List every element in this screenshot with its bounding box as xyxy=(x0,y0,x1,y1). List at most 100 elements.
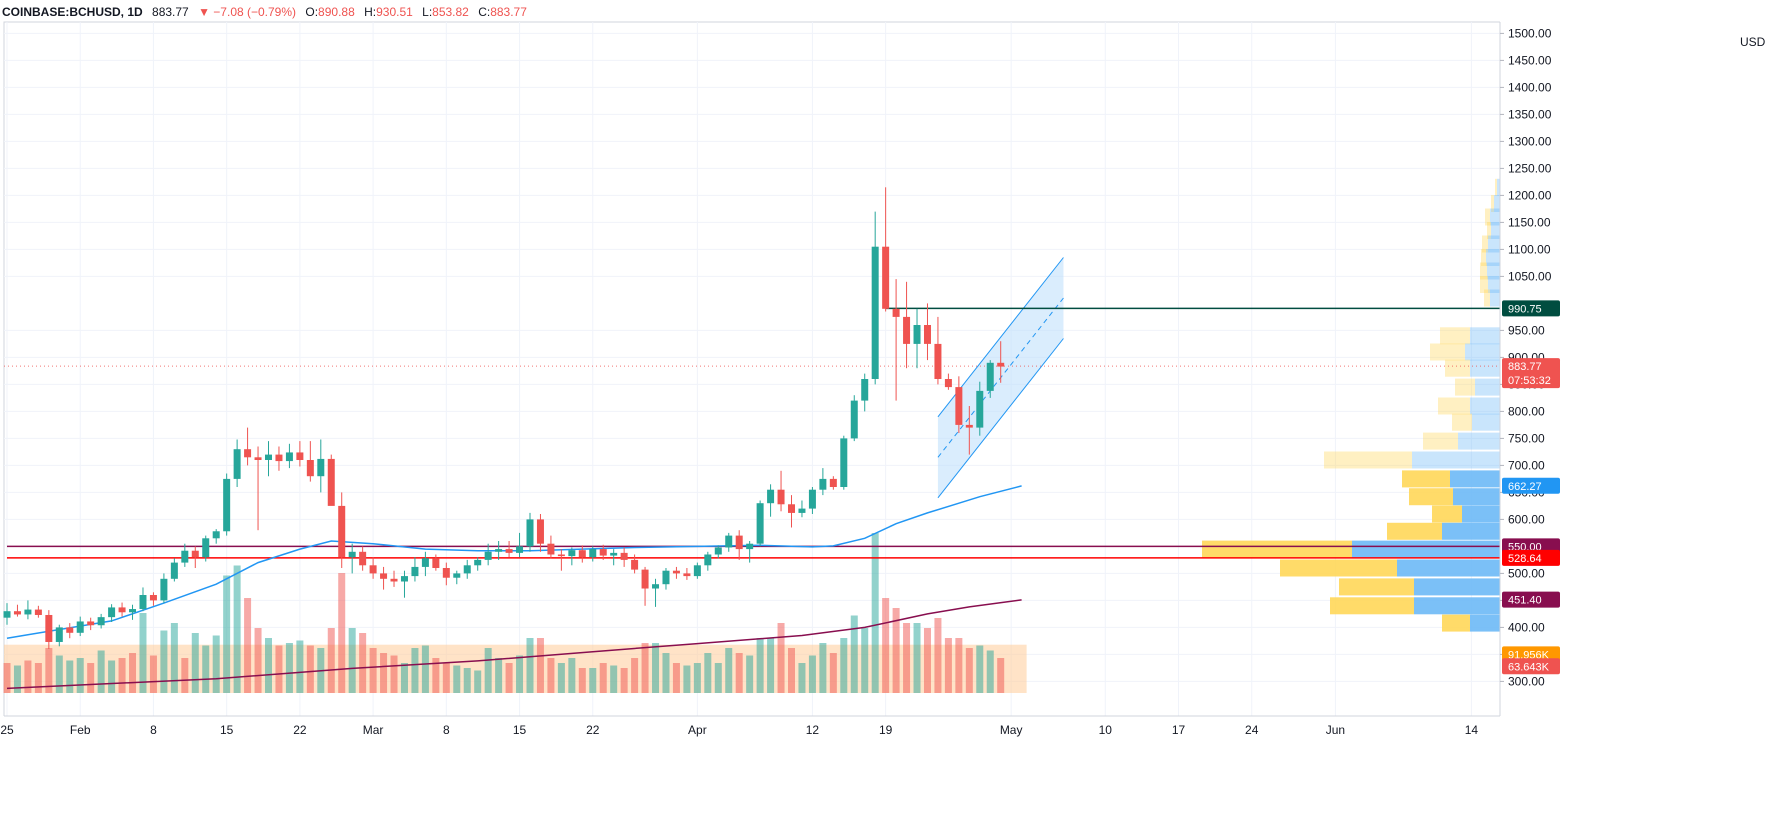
volume-profile-down-bar xyxy=(1495,178,1497,196)
volume-bar xyxy=(202,645,210,693)
price-tick-label: 1450.00 xyxy=(1508,53,1552,67)
candle-up xyxy=(24,609,32,615)
candle-down xyxy=(923,325,931,344)
time-tick-label: 14 xyxy=(1465,723,1479,737)
candle-down xyxy=(306,460,314,477)
candle-down xyxy=(955,387,963,425)
high-value: 930.51 xyxy=(376,5,413,19)
volume-profile-down-bar xyxy=(1330,597,1414,615)
ma-fast-tag-text: 662.27 xyxy=(1508,481,1542,493)
time-tick-label: 25 xyxy=(0,723,14,737)
volume-profile-up-bar xyxy=(1488,276,1500,293)
volume-bar xyxy=(662,653,670,693)
volume-bar xyxy=(599,663,607,693)
volume-bar xyxy=(788,648,795,693)
time-tick-label: 19 xyxy=(879,723,893,737)
volume-bar xyxy=(265,638,272,693)
volume-profile-down-bar xyxy=(1430,343,1465,361)
close-value: 883.77 xyxy=(490,5,527,19)
candle-up xyxy=(798,508,806,513)
price-tick-label: 1100.00 xyxy=(1508,242,1551,256)
volume-profile-up-bar xyxy=(1470,327,1500,345)
price-tick-label: 950.00 xyxy=(1508,323,1545,337)
volume-bar xyxy=(442,663,450,693)
candle-up xyxy=(484,551,492,560)
volume-bar xyxy=(903,623,911,693)
candle-down xyxy=(547,543,555,555)
candle-up xyxy=(704,554,712,566)
candle-down xyxy=(620,552,628,560)
volume-bar xyxy=(526,638,534,693)
moving-averages xyxy=(6,485,1022,690)
candle-up xyxy=(202,538,210,558)
price-tick-label: 1300.00 xyxy=(1508,134,1552,148)
channel-lower-line xyxy=(937,338,1064,499)
volume-bar xyxy=(578,668,586,693)
resistance-tag-bg xyxy=(1502,300,1560,317)
vol-last-tag-text: 63.643K xyxy=(1508,661,1550,673)
volume-bar xyxy=(861,628,869,693)
volume-bar xyxy=(149,655,157,693)
volume-bar xyxy=(808,655,816,693)
volume-profile-up-bar xyxy=(1412,451,1500,469)
candle-down xyxy=(442,568,450,578)
price-change: ▼ −7.08 (−0.79%) xyxy=(198,5,297,19)
volume-bar xyxy=(3,663,11,693)
time-tick-label: 8 xyxy=(443,723,450,737)
price-tick-label: 1250.00 xyxy=(1508,161,1552,175)
horizontal-levels[interactable] xyxy=(4,307,1500,559)
volume-profile-down-bar xyxy=(1481,249,1486,266)
candle-down xyxy=(578,550,586,558)
volume-profile-up-bar xyxy=(1414,597,1500,615)
volume-profile-down-bar xyxy=(1324,451,1412,469)
volume-profile-up-bar xyxy=(1450,470,1500,488)
volume-bar xyxy=(45,648,53,693)
symbol-label[interactable]: COINBASE:BCHUSD, 1D xyxy=(2,5,143,19)
time-tick-label: 22 xyxy=(293,723,307,737)
candle-down xyxy=(359,551,367,566)
volume-bar xyxy=(505,663,513,693)
time-axis[interactable]: 25 Feb 8 15 22 Mar 8 15 22 Apr 12 19 May 10 17 24 Jun 14 xyxy=(0,715,1500,829)
volume-profile-down-bar xyxy=(1409,488,1453,506)
volume-profile-up-bar xyxy=(1486,249,1500,266)
candle-down xyxy=(390,578,398,582)
candle-up xyxy=(526,519,534,547)
volume-bar xyxy=(735,653,743,693)
volume-bar xyxy=(13,665,21,693)
volume-bar xyxy=(693,663,701,693)
candle-up xyxy=(139,595,147,610)
volume-bar xyxy=(453,665,461,693)
candle-down xyxy=(631,559,639,570)
candle-down xyxy=(149,595,157,601)
volume-profile-down-bar xyxy=(1280,559,1397,577)
price-axis[interactable]: 1500.00 1450.00 1400.00 1350.00 1300.00 1250.… xyxy=(1499,0,1791,829)
volume-bar xyxy=(233,565,241,693)
time-tick-label: 10 xyxy=(1099,723,1113,737)
candle-down xyxy=(641,569,649,589)
candle-down xyxy=(557,554,565,557)
volume-profile-up-bar xyxy=(1472,413,1500,431)
candle-up xyxy=(3,611,11,618)
volume-bar xyxy=(55,655,63,693)
candle-up xyxy=(212,531,220,539)
volume-profile-up-bar xyxy=(1491,222,1500,239)
volume-profile-up-bar xyxy=(1462,505,1500,523)
volume-bar xyxy=(986,650,994,693)
candle-down xyxy=(672,570,680,574)
candle-down xyxy=(66,627,74,633)
volume-bar xyxy=(254,628,262,693)
volume-bar xyxy=(589,668,597,693)
candle-up xyxy=(568,550,576,557)
volume-bar xyxy=(118,658,126,693)
candle-down xyxy=(777,489,785,505)
volume-bar xyxy=(285,643,293,693)
volume-bar xyxy=(380,653,388,693)
volume-bar xyxy=(568,658,576,693)
volume-profile-down-bar xyxy=(1485,208,1490,226)
volume-bar xyxy=(746,655,754,693)
candle-down xyxy=(965,424,973,428)
volume-bar xyxy=(631,658,639,693)
volume-profile-down-bar xyxy=(1440,327,1470,345)
volume-bar xyxy=(882,598,890,693)
